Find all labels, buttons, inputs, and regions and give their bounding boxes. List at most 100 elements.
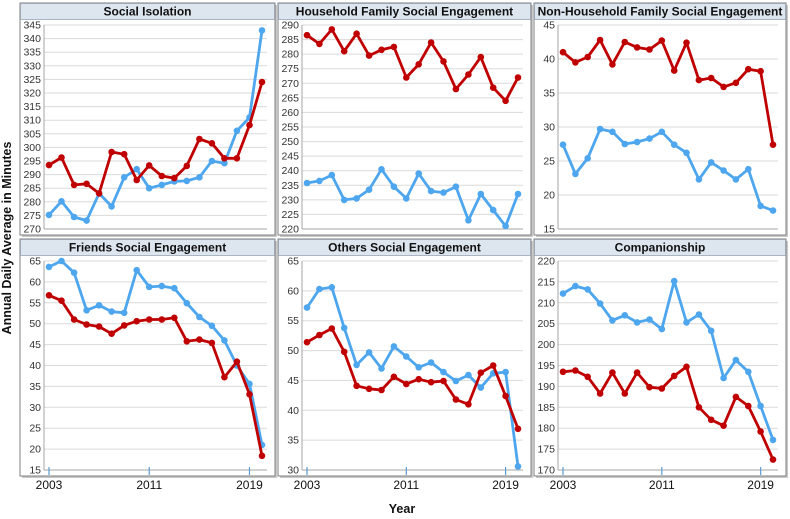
- data-point: [365, 385, 373, 393]
- y-tick-label: 265: [281, 92, 299, 104]
- data-point: [732, 393, 740, 401]
- y-tick-label: 55: [29, 297, 41, 309]
- data-point: [707, 159, 715, 166]
- data-point: [58, 257, 65, 265]
- data-point: [45, 263, 53, 271]
- data-point: [514, 463, 522, 470]
- y-tick-label: 15: [29, 465, 41, 477]
- data-point: [596, 36, 604, 44]
- data-point: [221, 373, 228, 381]
- data-point: [145, 316, 153, 323]
- y-tick-label: 45: [287, 375, 299, 387]
- data-point: [83, 321, 90, 328]
- data-point: [390, 43, 398, 51]
- x-tick-label: 2019: [492, 478, 519, 492]
- data-point: [584, 53, 591, 61]
- data-point: [633, 369, 641, 376]
- data-point: [171, 314, 178, 322]
- y-tick-label: 40: [287, 405, 299, 417]
- data-point: [427, 39, 435, 46]
- data-point: [477, 190, 485, 198]
- panel: Friends Social Engagement 15 20 25 30 35 40 45 5…: [19, 238, 277, 492]
- y-tick-label: 250: [281, 136, 299, 148]
- series-line: [306, 27, 520, 103]
- data-point: [258, 27, 266, 34]
- data-point: [502, 222, 509, 230]
- y-tick-label: 280: [281, 49, 299, 61]
- y-tick-label: 35: [287, 435, 299, 447]
- data-point: [70, 213, 78, 221]
- data-point: [208, 322, 216, 330]
- data-point: [183, 162, 191, 170]
- data-point: [353, 195, 360, 202]
- y-tick-label: 235: [281, 180, 299, 192]
- data-point: [70, 269, 78, 277]
- y-tick-label: 230: [281, 194, 299, 206]
- y-tick-label: 205: [537, 318, 555, 330]
- data-point: [95, 323, 103, 330]
- data-point: [757, 202, 764, 210]
- data-point: [171, 284, 178, 292]
- data-point: [427, 187, 435, 195]
- data-point: [621, 140, 629, 148]
- data-point: [559, 368, 567, 376]
- data-point: [609, 61, 616, 68]
- data-point: [45, 161, 53, 169]
- data-point: [683, 149, 690, 157]
- y-tick-label: 180: [537, 423, 555, 435]
- data-point: [502, 392, 509, 400]
- data-point: [440, 189, 447, 196]
- x-tick-label: 2003: [294, 478, 321, 492]
- panel: Non-Household Family Social Engagement 15…: [533, 2, 788, 237]
- data-point: [353, 382, 360, 390]
- y-tick-label: 35: [543, 88, 555, 100]
- y-tick-label: 330: [23, 60, 41, 72]
- data-point: [452, 85, 460, 93]
- data-point: [158, 181, 166, 189]
- y-tick-label: 220: [281, 224, 299, 236]
- data-point: [559, 141, 567, 148]
- data-point: [196, 135, 203, 143]
- y-tick-label: 40: [29, 360, 41, 372]
- y-tick-label: 40: [543, 54, 555, 66]
- data-point: [683, 319, 690, 326]
- data-point: [120, 309, 128, 317]
- data-point: [145, 184, 153, 192]
- panel-title-bar: [20, 239, 275, 256]
- data-point: [183, 338, 191, 345]
- data-point: [745, 368, 752, 376]
- data-point: [427, 359, 435, 366]
- data-point: [683, 39, 690, 46]
- data-point: [440, 377, 447, 385]
- data-point: [403, 353, 410, 360]
- panel-title: Non-Household Family Social Engagement: [538, 5, 783, 19]
- data-point: [221, 159, 228, 167]
- data-point: [695, 76, 703, 84]
- y-tick-label: 35: [29, 381, 41, 393]
- y-tick-label: 335: [23, 47, 41, 59]
- data-point: [83, 217, 90, 224]
- data-point: [440, 368, 447, 376]
- x-tick-label: 2011: [136, 478, 162, 492]
- data-point: [246, 391, 253, 398]
- data-point: [732, 356, 740, 364]
- data-point: [303, 31, 311, 39]
- data-point: [633, 319, 641, 326]
- data-point: [514, 425, 522, 433]
- data-point: [133, 176, 140, 184]
- panel-title-bar: [278, 239, 531, 256]
- x-tick-label: 2019: [236, 478, 263, 492]
- data-point: [670, 277, 678, 285]
- data-point: [452, 183, 460, 190]
- panel-title-bar: [534, 3, 786, 20]
- panel-title: Others Social Engagement: [328, 241, 481, 255]
- data-point: [233, 358, 241, 366]
- data-point: [58, 154, 65, 161]
- data-point: [258, 78, 266, 86]
- y-tick-label: 300: [23, 142, 41, 154]
- data-point: [83, 307, 90, 314]
- y-tick-label: 310: [23, 115, 41, 127]
- data-point: [633, 44, 641, 51]
- data-point: [58, 297, 65, 305]
- data-point: [732, 176, 740, 183]
